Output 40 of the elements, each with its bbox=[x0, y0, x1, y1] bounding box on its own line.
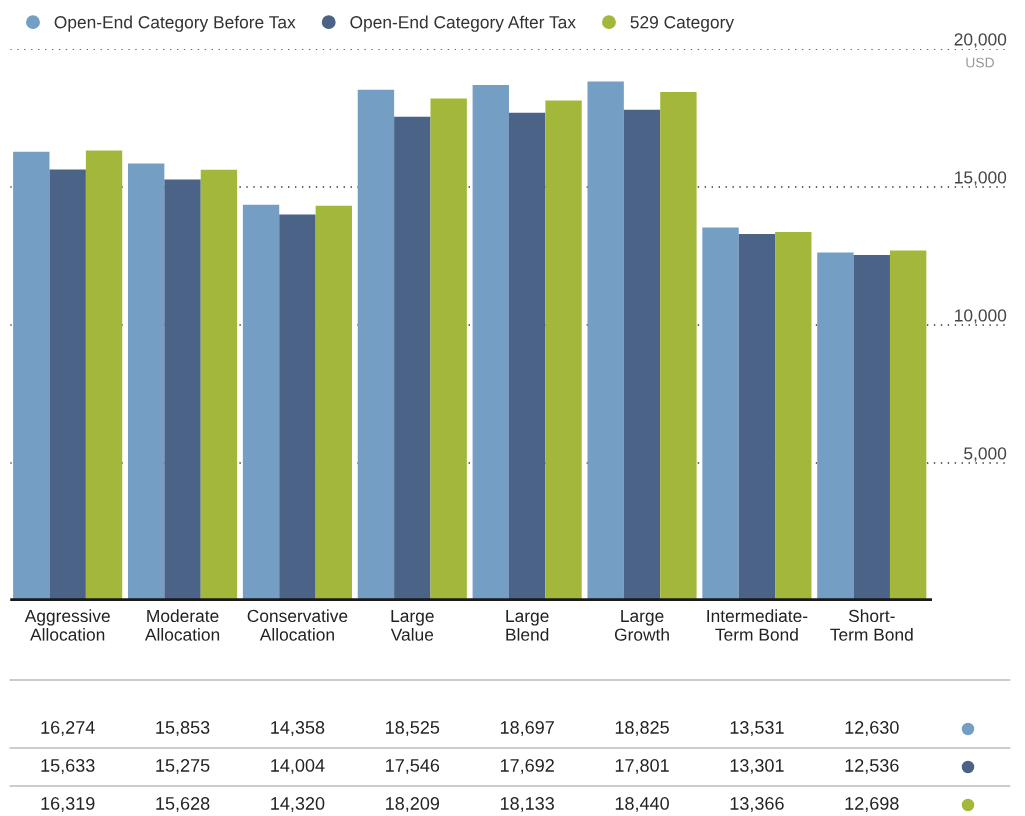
x-tick-label: Large Value bbox=[390, 609, 434, 641]
x-tick-label: Moderate Allocation bbox=[144, 609, 220, 641]
data-label: 13,531 bbox=[730, 721, 784, 736]
data-label: 17,546 bbox=[386, 759, 440, 774]
data-label: 13,366 bbox=[730, 797, 784, 812]
data-label: 16,319 bbox=[41, 797, 95, 812]
data-label: 13,301 bbox=[730, 759, 784, 774]
data-label: 15,633 bbox=[41, 759, 95, 774]
data-label: 14,320 bbox=[271, 797, 325, 812]
data-label: 17,801 bbox=[615, 759, 669, 774]
legend-label: Open-End Category Before Tax bbox=[54, 15, 296, 32]
data-label: 18,525 bbox=[386, 721, 440, 736]
data-label: 12,536 bbox=[845, 759, 899, 774]
data-label: 18,825 bbox=[615, 721, 669, 736]
y-axis-title: USD bbox=[966, 57, 994, 68]
y-tick-label: 20,000 bbox=[954, 33, 1007, 48]
x-tick-label: Large Growth bbox=[614, 609, 669, 641]
y-tick-label: 10,000 bbox=[955, 309, 1007, 324]
data-label: 12,630 bbox=[845, 721, 899, 736]
legend-label: Open-End Category After Tax bbox=[350, 15, 576, 32]
data-label: 18,440 bbox=[615, 797, 669, 812]
x-tick-label: Intermediate- Term Bond bbox=[707, 609, 808, 641]
data-label: 14,004 bbox=[271, 759, 325, 774]
data-label: 18,697 bbox=[500, 721, 554, 736]
x-tick-label: Short- Term Bond bbox=[830, 609, 913, 641]
data-label: 15,853 bbox=[156, 721, 210, 736]
x-tick-label: Aggressive Allocation bbox=[24, 609, 110, 641]
data-label: 16,274 bbox=[41, 721, 95, 736]
data-label: 12,698 bbox=[845, 797, 899, 812]
data-label: 18,209 bbox=[386, 797, 440, 812]
data-label: 14,358 bbox=[271, 721, 325, 736]
data-label: 18,133 bbox=[500, 797, 554, 812]
data-label: 15,275 bbox=[156, 759, 210, 774]
data-label: 15,628 bbox=[156, 797, 210, 812]
y-tick-label: 5,000 bbox=[964, 447, 1007, 462]
legend-label: 529 Category bbox=[630, 16, 735, 32]
x-tick-label: Conservative Allocation bbox=[247, 609, 348, 641]
data-label: 17,692 bbox=[500, 759, 554, 774]
y-tick-label: 15,000 bbox=[955, 171, 1007, 186]
x-tick-label: Large Blend bbox=[506, 609, 549, 641]
